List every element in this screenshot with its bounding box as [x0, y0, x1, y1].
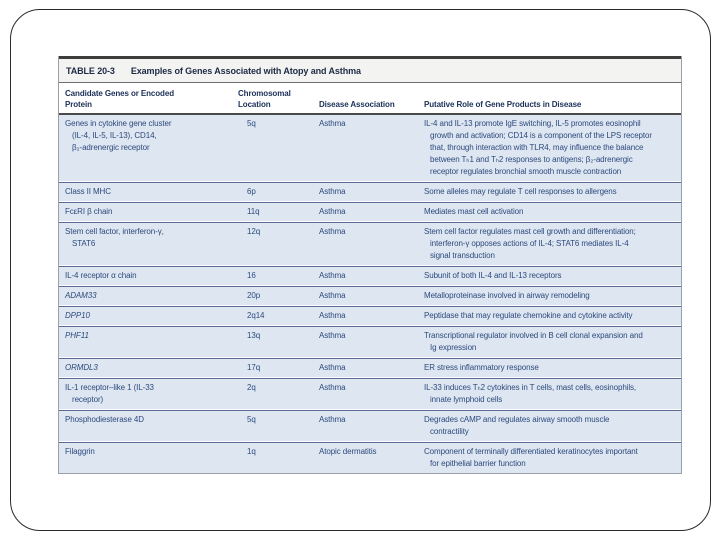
disease-cell: Asthma: [319, 415, 346, 424]
disease-cell: Atopic dermatitis: [319, 447, 377, 456]
role-cell: Component of terminally differentiated k…: [424, 447, 638, 468]
location-cell: 5q: [247, 415, 256, 424]
disease-cell: Asthma: [319, 271, 346, 280]
location-cell: 2q: [247, 383, 256, 392]
column-header-disease: Disease Association: [319, 100, 395, 109]
table-row: Filaggrin 1q Atopic dermatitis Component…: [59, 442, 681, 473]
table-row: IL-1 receptor–like 1 (IL-33 receptor) 2q…: [59, 378, 681, 409]
location-cell: 12q: [247, 227, 261, 236]
location-cell: 20p: [247, 291, 261, 300]
role-cell: IL-33 induces Tₕ2 cytokines in T cells, …: [424, 383, 637, 404]
table-row: Genes in cytokine gene cluster (IL-4, IL…: [59, 115, 681, 181]
gene-cell: DPP10: [65, 311, 90, 320]
table-row: DPP10 2q14 Asthma Peptidase that may reg…: [59, 306, 681, 325]
disease-cell: Asthma: [319, 187, 346, 196]
table-row: ORMDL3 17q Asthma ER stress inflammatory…: [59, 358, 681, 377]
disease-cell: Asthma: [319, 227, 346, 236]
location-cell: 11q: [247, 207, 260, 216]
table-number: TABLE 20-3: [66, 66, 115, 76]
disease-cell: Asthma: [319, 383, 346, 392]
role-cell: ER stress inflammatory response: [424, 363, 539, 372]
gene-cell: Phosphodiesterase 4D: [65, 415, 144, 424]
role-cell: Degrades cAMP and regulates airway smoot…: [424, 415, 610, 436]
table-row: IL-4 receptor α chain 16 Asthma Subunit …: [59, 266, 681, 285]
column-header-gene: Candidate Genes or Encoded Protein: [65, 89, 174, 109]
column-header-role: Putative Role of Gene Products in Diseas…: [424, 100, 582, 109]
location-cell: 6p: [247, 187, 256, 196]
table-header-row: Candidate Genes or Encoded Protein Chrom…: [59, 83, 681, 115]
role-cell: Metalloproteinase involved in airway rem…: [424, 291, 590, 300]
location-cell: 5q: [247, 119, 256, 128]
gene-cell: ORMDL3: [65, 363, 98, 372]
column-header-location: Chromosomal Location: [238, 89, 291, 109]
location-cell: 16: [247, 271, 256, 280]
gene-cell: IL-1 receptor–like 1 (IL-33 receptor): [65, 383, 154, 404]
gene-cell: IL-4 receptor α chain: [65, 271, 137, 280]
location-cell: 17q: [247, 363, 261, 372]
table-row: Class II MHC 6p Asthma Some alleles may …: [59, 182, 681, 201]
location-cell: 13q: [247, 331, 261, 340]
gene-cell: Class II MHC: [65, 187, 111, 196]
disease-cell: Asthma: [319, 311, 346, 320]
table-body: Genes in cytokine gene cluster (IL-4, IL…: [59, 115, 681, 473]
table-row: Phosphodiesterase 4D 5q Asthma Degrades …: [59, 410, 681, 441]
disease-cell: Asthma: [319, 207, 346, 216]
table-row: PHF11 13q Asthma Transcriptional regulat…: [59, 326, 681, 357]
table-row: ADAM33 20p Asthma Metalloproteinase invo…: [59, 286, 681, 305]
location-cell: 2q14: [247, 311, 265, 320]
disease-cell: Asthma: [319, 291, 346, 300]
role-cell: Stem cell factor regulates mast cell gro…: [424, 227, 636, 260]
gene-cell: PHF11: [65, 331, 89, 340]
gene-cell: FcεRI β chain: [65, 207, 113, 216]
role-cell: Peptidase that may regulate chemokine an…: [424, 311, 633, 320]
role-cell: IL-4 and IL-13 promote IgE switching, IL…: [424, 119, 652, 176]
table-title-bar: TABLE 20-3 Examples of Genes Associated w…: [59, 56, 681, 83]
gene-cell: Genes in cytokine gene cluster (IL-4, IL…: [65, 119, 172, 152]
role-cell: Subunit of both IL-4 and IL-13 receptors: [424, 271, 562, 280]
role-cell: Some alleles may regulate T cell respons…: [424, 187, 617, 196]
role-cell: Mediates mast cell activation: [424, 207, 524, 216]
location-cell: 1q: [247, 447, 256, 456]
table-20-3: TABLE 20-3 Examples of Genes Associated w…: [58, 56, 682, 474]
table-title: Examples of Genes Associated with Atopy …: [130, 66, 361, 76]
table-row: Stem cell factor, interferon-γ, STAT6 12…: [59, 222, 681, 265]
table-row: FcεRI β chain 11q Asthma Mediates mast c…: [59, 202, 681, 221]
gene-cell: Stem cell factor, interferon-γ, STAT6: [65, 227, 164, 248]
disease-cell: Asthma: [319, 331, 346, 340]
disease-cell: Asthma: [319, 363, 346, 372]
gene-cell: Filaggrin: [65, 447, 95, 456]
gene-cell: ADAM33: [65, 291, 97, 300]
role-cell: Transcriptional regulator involved in B …: [424, 331, 643, 352]
disease-cell: Asthma: [319, 119, 346, 128]
